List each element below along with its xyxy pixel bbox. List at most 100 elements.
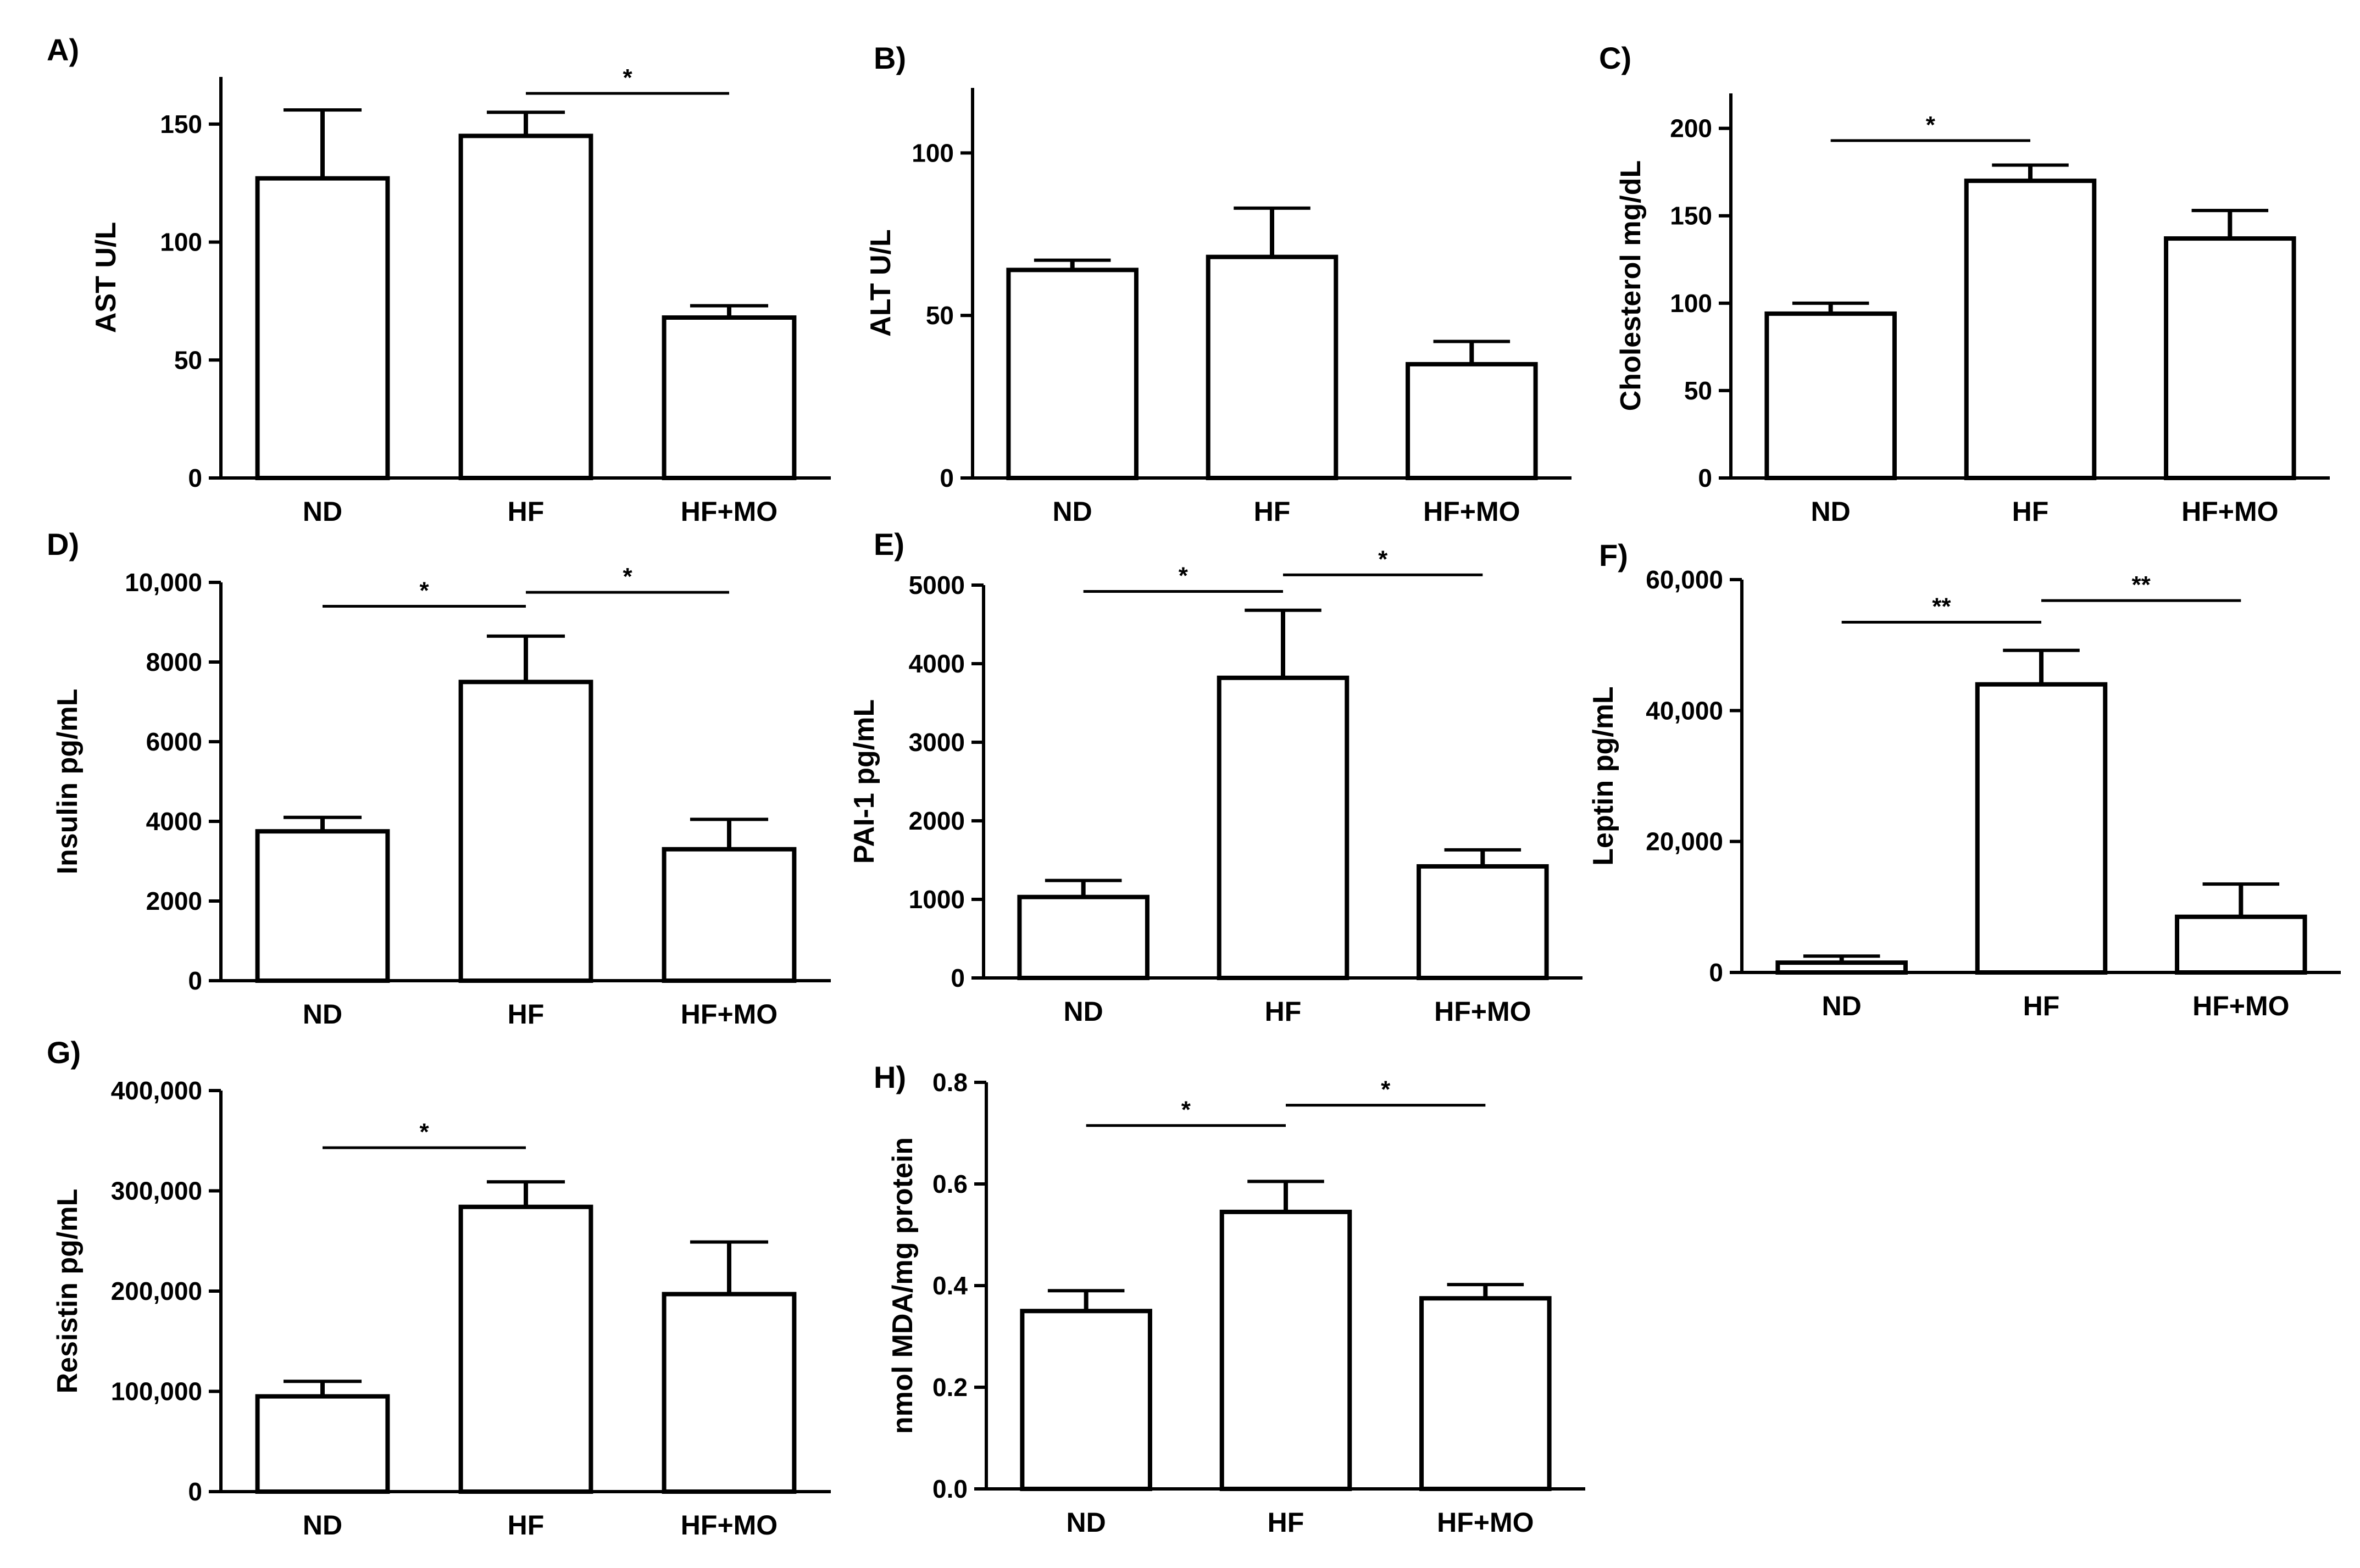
y-tick-label: 40,000 [1646, 696, 1723, 725]
x-tick-label: ND [303, 1510, 342, 1541]
panel-letter: F) [1599, 538, 1628, 572]
significance-label: ** [2132, 571, 2151, 598]
bar [1975, 682, 2108, 975]
y-tick-label: 300,000 [111, 1177, 202, 1205]
bar [1219, 1209, 1352, 1491]
bar [1419, 1296, 1552, 1491]
y-tick-label: 200 [1670, 114, 1712, 143]
significance-label: * [1381, 1076, 1391, 1103]
y-axis-title: Resistin pg/mL [52, 1189, 84, 1394]
y-axis-title: AST U/L [90, 222, 122, 333]
panel-letter: C) [1599, 41, 1631, 75]
x-tick-label: HF [1268, 1507, 1304, 1538]
bar [1006, 268, 1139, 480]
bar [1020, 1309, 1152, 1491]
y-tick-label: 0.4 [932, 1271, 968, 1300]
x-tick-label: HF+MO [681, 1510, 778, 1541]
x-tick-label: ND [1067, 1507, 1106, 1538]
x-tick-label: HF [1265, 996, 1302, 1027]
y-tick-label: 0 [940, 464, 954, 492]
y-tick-label: 50 [174, 346, 202, 374]
y-tick-label: 0.2 [932, 1373, 968, 1402]
y-tick-label: 3000 [909, 728, 965, 757]
significance-label: ** [1932, 593, 1951, 620]
x-tick-label: HF+MO [681, 496, 778, 527]
y-tick-label: 20,000 [1646, 827, 1723, 856]
y-tick-label: 5000 [909, 571, 965, 599]
x-tick-label: HF [2012, 496, 2049, 527]
chart-panel: C) Cholesterol mg/dL ND HF HF+MO 0 50 100 150 200… [1599, 41, 2330, 527]
significance-label: * [1926, 112, 1936, 138]
chart-panel: G) Resistin pg/mL ND HF HF+MO 0 100,000 200,000… [47, 1035, 831, 1541]
y-tick-label: 0.0 [932, 1475, 968, 1503]
x-tick-label: HF [508, 496, 545, 527]
x-tick-label: HF [1254, 496, 1291, 527]
bar [458, 680, 593, 983]
panel-letter: A) [47, 32, 79, 67]
y-tick-label: 0 [1698, 464, 1712, 492]
y-tick-label: 100,000 [111, 1377, 202, 1406]
bar [1406, 362, 1538, 481]
y-axis-title: Insulin pg/mL [52, 689, 84, 875]
y-tick-label: 100 [160, 228, 202, 257]
y-tick-label: 8000 [146, 648, 202, 676]
panel-letter: B) [874, 41, 906, 75]
y-tick-label: 0 [1709, 958, 1723, 987]
panel-letter: D) [47, 527, 79, 561]
y-tick-label: 50 [926, 301, 954, 330]
panel-letter: E) [874, 527, 904, 561]
x-tick-label: HF [508, 999, 545, 1030]
chart-panel: D) Insulin pg/mL ND HF HF+MO 0 2000 4000 6000 800… [47, 527, 831, 1030]
x-tick-label: ND [1064, 996, 1103, 1027]
bar [2164, 236, 2296, 480]
bar [1217, 675, 1350, 980]
y-tick-label: 4000 [146, 807, 202, 836]
bar [1017, 894, 1150, 980]
y-tick-label: 150 [1670, 202, 1712, 230]
bar [458, 1204, 593, 1494]
y-tick-label: 4000 [909, 649, 965, 678]
x-tick-label: ND [1053, 496, 1092, 527]
chart-panel: F) Leptin pg/mL ND HF HF+MO 0 20,000 40,000 60,0… [1587, 538, 2341, 1021]
bar [1206, 254, 1339, 480]
y-tick-label: 200,000 [111, 1277, 202, 1305]
x-tick-label: HF+MO [2181, 496, 2278, 527]
bar [255, 829, 390, 983]
chart-panel: E) PAI-1 pg/mL ND HF HF+MO 0 1000 2000 3000 4000 5… [848, 527, 1582, 1027]
y-tick-label: 2000 [909, 807, 965, 835]
x-tick-label: HF+MO [2192, 991, 2289, 1021]
chart-panel: B) ALT U/L ND HF HF+MO 0 50 100 [865, 41, 1572, 527]
bar [2175, 914, 2307, 975]
y-tick-label: 0.8 [932, 1068, 968, 1097]
y-tick-label: 6000 [146, 727, 202, 756]
panel-letter: G) [47, 1035, 81, 1070]
y-axis-title: nmol MDA/mg protein [887, 1137, 919, 1434]
x-tick-label: ND [303, 999, 342, 1030]
bar [255, 176, 390, 481]
y-tick-label: 0 [188, 1477, 202, 1506]
x-tick-label: HF+MO [1437, 1507, 1534, 1538]
y-axis-title: Cholesterol mg/dL [1615, 160, 1647, 411]
panel-letter: H) [874, 1060, 906, 1094]
y-tick-label: 10,000 [125, 568, 202, 597]
bar [1964, 179, 2097, 481]
bar [662, 315, 797, 480]
y-tick-label: 100 [1670, 289, 1712, 318]
y-tick-label: 0 [188, 966, 202, 995]
y-tick-label: 100 [912, 138, 954, 167]
y-tick-label: 150 [160, 110, 202, 138]
y-axis-title: PAI-1 pg/mL [848, 699, 880, 864]
y-tick-label: 50 [1684, 376, 1712, 405]
bar [1764, 311, 1897, 481]
chart-panel: H) nmol MDA/mg protein ND HF HF+MO 0.0 0.2 0.4 0… [874, 1060, 1585, 1538]
y-tick-label: 60,000 [1646, 565, 1723, 594]
bar [255, 1394, 390, 1494]
y-tick-label: 1000 [909, 885, 965, 914]
y-tick-label: 0 [951, 964, 965, 992]
x-tick-label: HF+MO [1423, 496, 1520, 527]
significance-label: * [419, 577, 429, 604]
significance-label: * [419, 1119, 429, 1146]
y-tick-label: 400,000 [111, 1076, 202, 1105]
x-tick-label: ND [1822, 991, 1862, 1021]
